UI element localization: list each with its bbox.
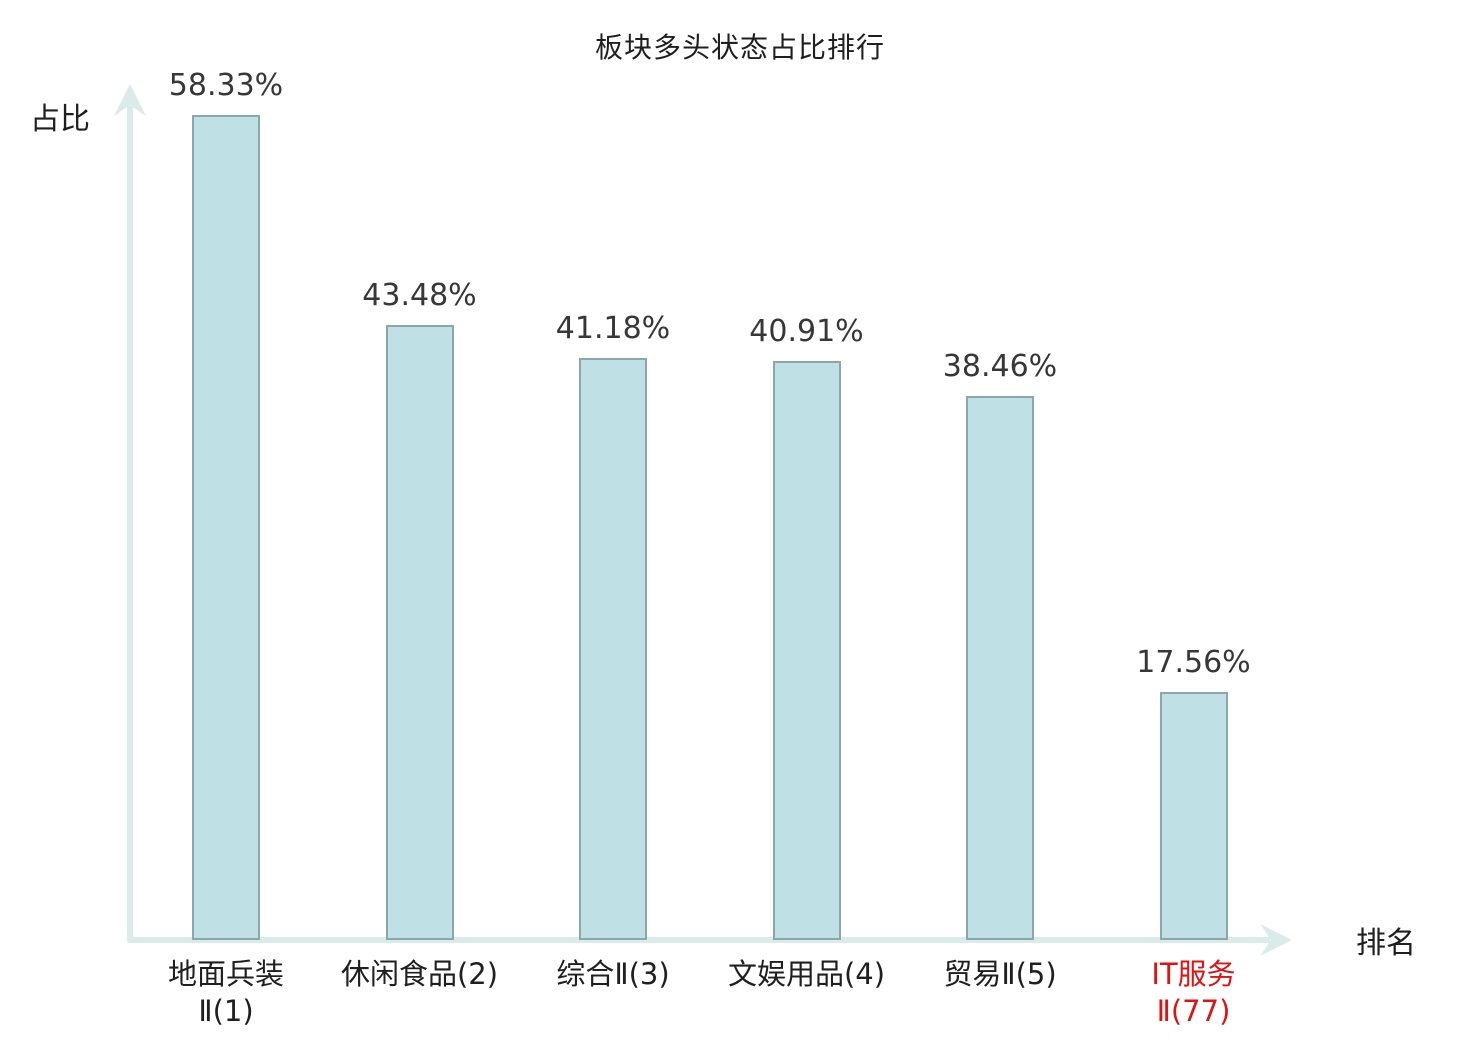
bar-value-label: 58.33% <box>168 68 284 103</box>
bar-value-label: 43.48% <box>362 278 477 313</box>
bar <box>772 361 841 940</box>
bar <box>192 115 260 940</box>
category-label: 贸易Ⅱ(5) <box>943 957 1057 991</box>
bar <box>579 358 647 940</box>
bar <box>1159 692 1228 940</box>
category-label: 地面兵装 Ⅱ(1) <box>167 957 284 1028</box>
bar <box>966 396 1034 940</box>
category-label: 综合Ⅱ(3) <box>556 957 670 991</box>
x-axis-label: 排名 <box>1356 926 1416 961</box>
chart-title: 板块多头状态占比排行 <box>594 31 885 64</box>
bar-value-label: 17.56% <box>1136 645 1251 680</box>
category-label: IT服务 Ⅱ(77) <box>1151 957 1236 1028</box>
y-axis-arrow-icon <box>114 84 146 116</box>
bar-value-label: 41.18% <box>555 311 671 346</box>
category-label: 文娱用品(4) <box>727 957 886 991</box>
bar-value-label: 38.46% <box>942 349 1058 384</box>
x-axis-arrow-icon <box>1260 924 1292 956</box>
bar <box>385 325 454 940</box>
category-label: 休闲食品(2) <box>340 957 499 991</box>
y-axis-label: 占比 <box>30 102 90 137</box>
bar-value-label: 40.91% <box>749 314 864 349</box>
